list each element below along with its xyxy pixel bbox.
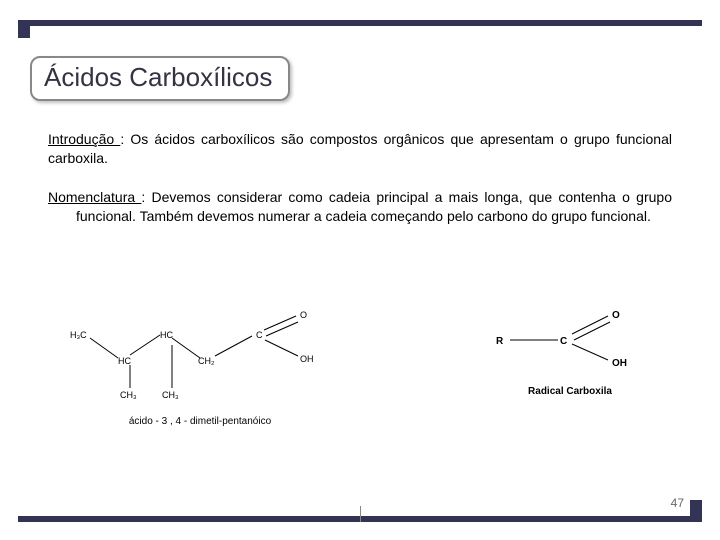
- label-ch3-b: CH₃: [162, 390, 179, 400]
- nomenclature-label: Nomenclatura: [48, 189, 141, 205]
- chem-diagram-radical: R C O OH: [480, 300, 660, 380]
- figure-acid-caption: ácido - 3 , 4 - dimetil-pentanóico: [60, 416, 340, 427]
- chem-diagram-acid: H₃C HC HC CH₃ CH₃ CH₂ C O OH: [60, 300, 340, 410]
- frame-accent-bottom-right: [690, 500, 702, 522]
- content-area: Introdução : Os ácidos carboxílicos são …: [48, 130, 672, 246]
- nomenclature-text: : Devemos considerar como cadeia princip…: [76, 189, 672, 224]
- nomenclature-paragraph: Nomenclatura : Devemos considerar como c…: [48, 188, 672, 226]
- intro-label: Introdução: [48, 131, 120, 147]
- slide-title: Ácidos Carboxílicos: [30, 56, 290, 101]
- figure-acid-structure: H₃C HC HC CH₃ CH₃ CH₂ C O OH ácido - 3 ,…: [60, 300, 340, 427]
- label-oh: OH: [300, 354, 314, 364]
- label-c: C: [256, 330, 263, 340]
- figure-radical-caption: Radical Carboxila: [480, 386, 660, 397]
- figures-row: H₃C HC HC CH₃ CH₃ CH₂ C O OH ácido - 3 ,…: [60, 300, 660, 427]
- label-oh2: OH: [612, 358, 627, 369]
- page-number: 47: [671, 496, 684, 510]
- frame-accent-top-left: [18, 20, 30, 38]
- label-ch3-a: CH₃: [120, 390, 137, 400]
- label-ch2: CH₂: [198, 356, 215, 366]
- intro-paragraph: Introdução : Os ácidos carboxílicos são …: [48, 130, 672, 168]
- label-c2: C: [560, 336, 567, 347]
- label-hc1: HC: [118, 356, 131, 366]
- intro-text: : Os ácidos carboxílicos são compostos o…: [48, 131, 672, 166]
- label-hc2: HC: [160, 330, 173, 340]
- label-h3c: H₃C: [70, 330, 87, 340]
- frame-center-tick: [360, 506, 361, 522]
- figure-carboxyl-radical: R C O OH Radical Carboxila: [480, 300, 660, 397]
- label-o2: O: [612, 310, 620, 321]
- label-o: O: [300, 310, 307, 320]
- label-r: R: [496, 336, 504, 347]
